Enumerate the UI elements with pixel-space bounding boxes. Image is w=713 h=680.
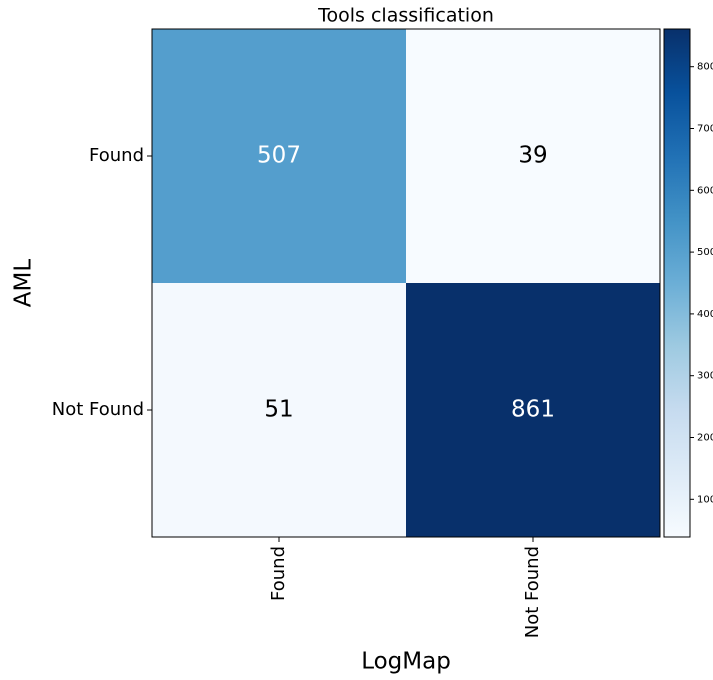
plot-frame (151, 28, 661, 538)
x-axis-label: LogMap (361, 649, 451, 675)
y-tick-label: Found (89, 145, 144, 166)
heatmap-cell (406, 29, 660, 283)
heatmap-cell (152, 29, 406, 283)
x-tick-label: Not Found (522, 546, 543, 638)
colorbar-tick-label: 700 (697, 123, 713, 134)
chart-title: Tools classification (317, 5, 494, 27)
y-tick-label: Not Found (52, 399, 144, 420)
colorbar (663, 28, 691, 538)
cell-label: 861 (511, 397, 555, 423)
colorbar-tick-label: 400 (697, 309, 713, 320)
cell-label: 51 (264, 397, 293, 423)
colorbar-tick-label: 100 (697, 494, 713, 505)
cell-label: 507 (257, 143, 301, 169)
x-tick-label: Found (268, 546, 289, 601)
colorbar-tick-label: 300 (697, 371, 713, 382)
heatmap-cell (406, 283, 660, 537)
heatmap-cell (152, 283, 406, 537)
colorbar-tick-label: 200 (697, 433, 713, 444)
cell-label: 39 (518, 143, 547, 169)
colorbar-tick-label: 500 (697, 247, 713, 258)
colorbar-tick-label: 600 (697, 185, 713, 196)
colorbar-tick-label: 800 (697, 62, 713, 73)
y-axis-label: AML (11, 259, 37, 308)
